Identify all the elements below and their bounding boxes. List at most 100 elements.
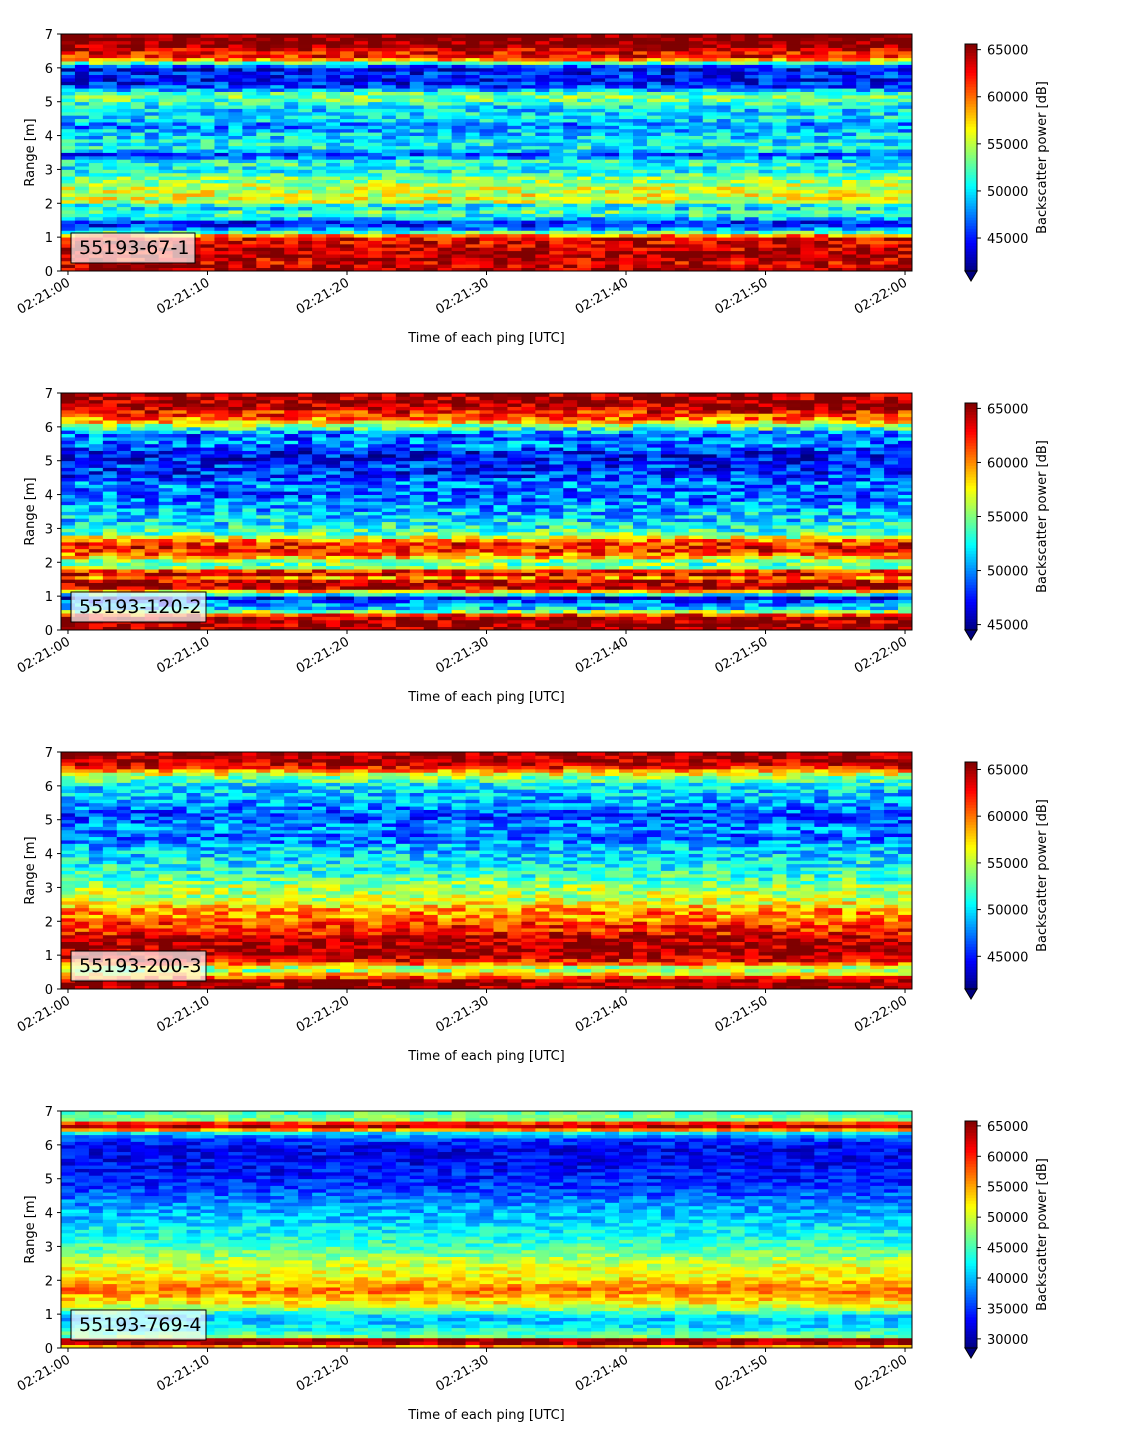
heatmap-cell — [438, 227, 452, 231]
heatmap-cell — [438, 108, 452, 112]
heatmap-cell — [591, 88, 605, 92]
heatmap-cell — [284, 146, 298, 150]
heatmap-cell — [242, 129, 256, 133]
heatmap-cell — [884, 169, 898, 173]
heatmap-cell — [870, 98, 884, 102]
heatmap-cell — [745, 112, 759, 116]
heatmap-cell — [703, 620, 717, 624]
heatmap-cell — [800, 197, 814, 201]
heatmap-cell — [354, 41, 368, 45]
heatmap-cell — [368, 146, 382, 150]
heatmap-cell — [577, 48, 591, 52]
heatmap-cell — [856, 95, 870, 99]
heatmap-cell — [340, 136, 354, 140]
heatmap-cell — [452, 78, 466, 82]
heatmap-cell — [800, 244, 814, 248]
heatmap-cell — [228, 200, 242, 204]
heatmap-cell — [577, 58, 591, 62]
heatmap-cell — [731, 623, 745, 627]
heatmap-cell — [675, 41, 689, 45]
heatmap-cell — [689, 54, 703, 58]
heatmap-cell — [312, 169, 326, 173]
heatmap-cell — [131, 136, 145, 140]
heatmap-cell — [452, 603, 466, 607]
heatmap-cell — [535, 193, 549, 197]
heatmap-cell — [410, 180, 424, 184]
heatmap-cell — [131, 48, 145, 52]
heatmap-cell — [103, 224, 117, 228]
heatmap-cell — [814, 88, 828, 92]
heatmap-cell — [159, 78, 173, 82]
heatmap-cell — [284, 159, 298, 163]
heatmap-cell — [493, 102, 507, 106]
heatmap-cell — [828, 213, 842, 217]
heatmap-cell — [507, 220, 521, 224]
heatmap-cell — [340, 616, 354, 620]
heatmap-cell — [759, 261, 773, 265]
heatmap-cell — [898, 61, 912, 65]
heatmap-cell — [75, 92, 89, 96]
heatmap-cell — [214, 176, 228, 180]
heatmap-cell — [256, 119, 270, 123]
heatmap-cell — [703, 616, 717, 620]
heatmap-cell — [605, 207, 619, 211]
heatmap-cell — [117, 149, 131, 153]
heatmap-cell — [173, 180, 187, 184]
heatmap-cell — [507, 132, 521, 136]
heatmap-cell — [270, 193, 284, 197]
heatmap-cell — [396, 616, 410, 620]
heatmap-cell — [214, 234, 228, 238]
heatmap-cell — [745, 108, 759, 112]
heatmap-cell — [368, 210, 382, 214]
heatmap-cell — [759, 241, 773, 245]
heatmap-cell — [786, 64, 800, 68]
heatmap-cell — [326, 220, 340, 224]
heatmap-cell — [466, 102, 480, 106]
heatmap-cell — [800, 105, 814, 109]
heatmap-cell — [745, 64, 759, 68]
heatmap-cell — [800, 254, 814, 258]
heatmap-cell — [856, 58, 870, 62]
heatmap-cell — [549, 251, 563, 255]
heatmap-cell — [173, 186, 187, 190]
heatmap-cell — [214, 180, 228, 184]
heatmap-cell — [187, 186, 201, 190]
heatmap-cell — [884, 105, 898, 109]
heatmap-cell — [480, 146, 494, 150]
heatmap-cell — [814, 44, 828, 48]
heatmap-cell — [507, 44, 521, 48]
heatmap-cell — [382, 153, 396, 157]
heatmap-cell — [61, 180, 75, 184]
heatmap-cell — [535, 169, 549, 173]
heatmap-cell — [633, 92, 647, 96]
heatmap-cell — [270, 153, 284, 157]
heatmap-cell — [856, 169, 870, 173]
heatmap-cell — [884, 95, 898, 99]
heatmap-cell — [452, 224, 466, 228]
heatmap-cell — [187, 44, 201, 48]
heatmap-cell — [187, 34, 201, 38]
heatmap-cell — [354, 98, 368, 102]
heatmap-cell — [535, 75, 549, 79]
heatmap-cell — [117, 85, 131, 89]
heatmap-cell — [633, 102, 647, 106]
heatmap-cell — [800, 34, 814, 38]
heatmap-cell — [786, 261, 800, 265]
heatmap-cell — [549, 224, 563, 228]
heatmap-cell — [675, 166, 689, 170]
heatmap-cell — [591, 34, 605, 38]
heatmap-cell — [856, 122, 870, 126]
heatmap-cell — [61, 75, 75, 79]
heatmap-cell — [159, 81, 173, 85]
heatmap-cell — [745, 217, 759, 221]
heatmap-cell — [619, 136, 633, 140]
heatmap-cell — [187, 95, 201, 99]
heatmap-cell — [438, 139, 452, 143]
heatmap-cell — [828, 241, 842, 245]
heatmap-cell — [396, 237, 410, 241]
heatmap-cell — [368, 244, 382, 248]
heatmap-cell — [535, 600, 549, 604]
heatmap-cell — [675, 224, 689, 228]
heatmap-cell — [382, 112, 396, 116]
heatmap-cell — [898, 58, 912, 62]
